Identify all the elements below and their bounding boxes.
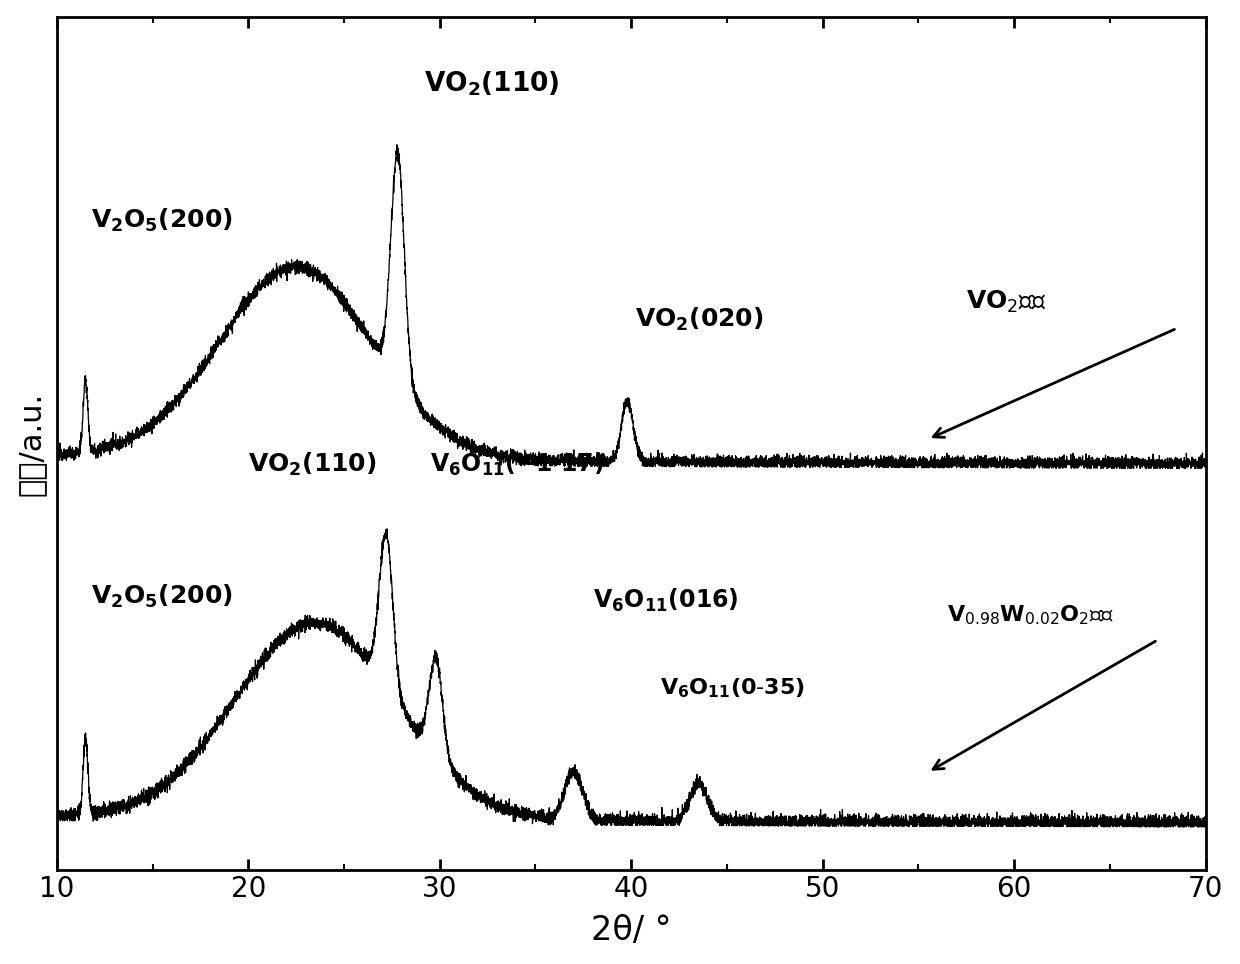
X-axis label: 2θ/ °: 2θ/ ° xyxy=(591,914,671,948)
Y-axis label: 强度/a.u.: 强度/a.u. xyxy=(16,391,46,495)
Text: $\bf{V_2O_5(200)}$: $\bf{V_2O_5(200)}$ xyxy=(92,207,233,234)
Text: $\bf{V_6O_{11}(0\text{-}35)}$: $\bf{V_6O_{11}(0\text{-}35)}$ xyxy=(660,676,805,700)
Text: V$_{0.98}$W$_{0.02}$O$_2$薄膜: V$_{0.98}$W$_{0.02}$O$_2$薄膜 xyxy=(947,603,1115,627)
Text: $\bf{V_2O_5(200)}$: $\bf{V_2O_5(200)}$ xyxy=(92,583,233,610)
Text: VO$_2$薄膜: VO$_2$薄膜 xyxy=(966,289,1047,315)
Text: $\bf{VO_2(110)}$: $\bf{VO_2(110)}$ xyxy=(424,69,560,97)
Text: $\bf{V_6O_{11}(016)}$: $\bf{V_6O_{11}(016)}$ xyxy=(593,587,739,614)
Text: $\bf{VO_2(110)}$: $\bf{VO_2(110)}$ xyxy=(248,450,377,477)
Text: $\bf{VO_2(020)}$: $\bf{VO_2(020)}$ xyxy=(635,306,764,333)
Text: $\bf{V_6O_{11}(-1\text{-}17)}$: $\bf{V_6O_{11}(-1\text{-}17)}$ xyxy=(430,450,604,477)
